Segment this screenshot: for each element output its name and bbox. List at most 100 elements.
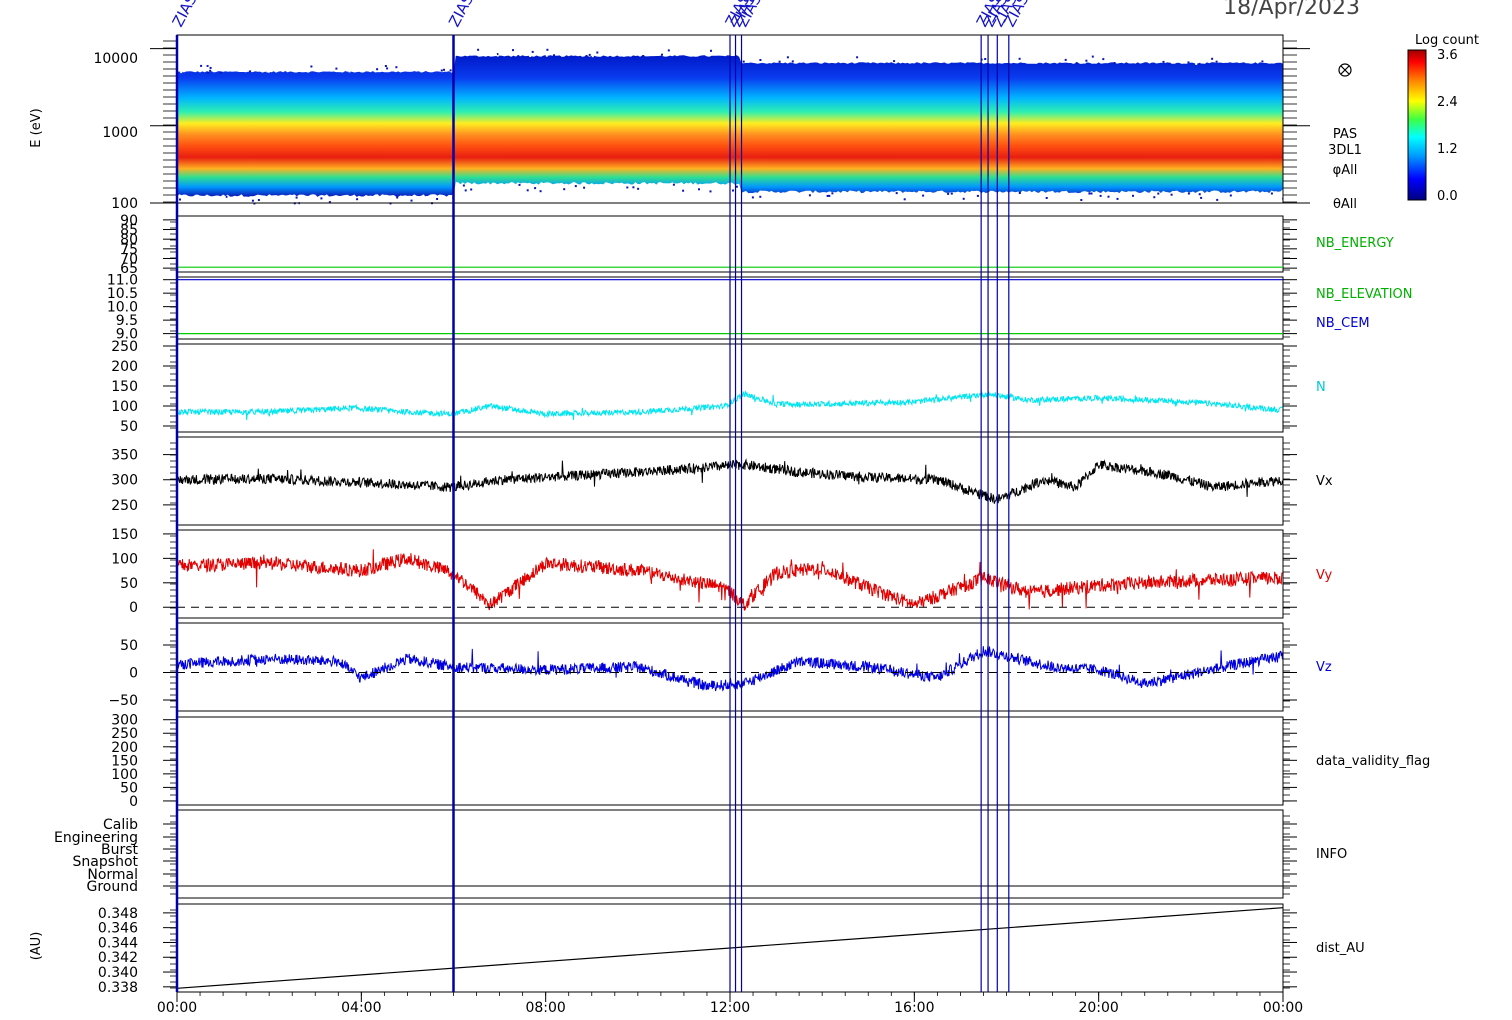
spectrogram-speck xyxy=(477,48,480,51)
spectrogram-speck xyxy=(193,198,195,201)
spectrogram-speck xyxy=(1157,192,1160,195)
spectrogram-speck xyxy=(899,196,902,199)
spectrogram-speck xyxy=(903,198,906,201)
y-tick-label: 150 xyxy=(111,379,138,395)
spectrogram-speck xyxy=(512,49,514,52)
spectrogram-panel: E (eV) 10000 1000 100 PAS 3DL1 φAll θAll xyxy=(29,34,1362,212)
spectrogram-speck xyxy=(868,193,871,196)
nb-energy-panel: NB_ENERGY xyxy=(176,215,1394,273)
spectrogram-speck xyxy=(195,196,198,199)
y-tick-label: 50 xyxy=(120,780,138,796)
spectrogram-speck xyxy=(1168,62,1171,65)
spectrogram-speck xyxy=(1198,62,1201,65)
spectrogram-speck xyxy=(394,200,397,203)
y-tick-label: 250 xyxy=(111,339,138,355)
spectrogram-speck xyxy=(1113,62,1116,64)
spectrogram-speck xyxy=(1153,196,1156,199)
spectrogram-speck xyxy=(1215,60,1218,63)
spectrogram-speck xyxy=(732,53,735,56)
spectrogram-speck xyxy=(1187,192,1190,195)
spectrogram-speck xyxy=(338,200,341,203)
spectrogram-speck xyxy=(1250,55,1253,58)
y-tick-label: 0 xyxy=(129,666,138,682)
spectrogram-speck xyxy=(563,188,566,191)
spectrogram-speck xyxy=(239,196,242,199)
spectrogram-speck xyxy=(335,67,338,70)
spectrogram-speck xyxy=(1198,193,1201,196)
series-label-validity: data_validity_flag xyxy=(1316,754,1430,769)
spectrogram-speck xyxy=(200,64,203,67)
spectrogram-ylabel: E (eV) xyxy=(29,108,44,147)
y-tick-label: 150 xyxy=(111,753,138,769)
spectrogram-speck xyxy=(919,197,922,200)
spectrogram-speck xyxy=(808,194,811,197)
spectrogram-speck xyxy=(443,68,445,71)
spectrogram-speck xyxy=(192,65,195,68)
spectrogram-speck xyxy=(591,55,594,58)
spectrogram-speck xyxy=(917,196,920,199)
spectrogram-speck xyxy=(1042,192,1045,195)
spectrogram-speck xyxy=(1102,58,1105,61)
spectrogram-speck xyxy=(1045,197,1048,199)
y-tick-label: 300 xyxy=(111,713,138,729)
spectrogram-speck xyxy=(915,192,918,195)
spectrogram-speck xyxy=(356,198,359,201)
spectrogram-speck xyxy=(623,52,626,55)
spectrogram-speck xyxy=(1227,58,1230,61)
y-tick-label: 200 xyxy=(111,359,138,375)
y-tick-label: 250 xyxy=(111,726,138,742)
spectrogram-speck xyxy=(778,60,781,63)
spectrogram-speck xyxy=(989,195,992,198)
spectrogram-speck xyxy=(207,66,210,69)
y-tick-label: 70 xyxy=(120,251,138,267)
spectrogram-speck xyxy=(1018,192,1021,194)
spectrogram-speck xyxy=(1064,58,1067,61)
spectrogram-speck xyxy=(262,65,265,68)
spectrogram-speck xyxy=(496,54,499,57)
spectrogram-speck xyxy=(310,65,313,68)
spectrogram-speck xyxy=(387,200,390,202)
spectrogram-speck xyxy=(190,67,192,70)
spectrogram-speck xyxy=(586,190,589,193)
y-tick-label: 0 xyxy=(129,600,138,616)
spectrogram-speck xyxy=(376,68,379,71)
series-label-vx: Vx xyxy=(1316,474,1333,489)
spectrogram-speck xyxy=(1030,59,1033,61)
spectrogram-speck xyxy=(742,60,745,63)
info-panel: INFO xyxy=(176,809,1347,899)
spectrogram-speck xyxy=(922,194,925,197)
spectrogram-speck xyxy=(1132,194,1134,197)
spectrogram-speck xyxy=(698,188,700,191)
spectrogram-speck xyxy=(425,68,428,71)
spectrogram-speck xyxy=(425,196,428,198)
spectrogram-speck xyxy=(312,198,315,201)
y-tick-label: 0.348 xyxy=(98,906,138,922)
spectrogram-speck xyxy=(1270,192,1273,195)
spectrogram-speck xyxy=(1170,193,1173,196)
spectrogram-speck xyxy=(751,196,754,199)
colorbar-tick-label: 0.0 xyxy=(1437,189,1458,204)
y-tick-label: 350 xyxy=(111,448,138,464)
spectrogram-speck xyxy=(583,186,586,189)
spectrogram-speck xyxy=(659,185,662,188)
spectrogram-speck xyxy=(778,196,780,199)
spectrogram-speck xyxy=(216,196,219,199)
spectrogram-speck xyxy=(976,194,979,197)
spectrogram-speck xyxy=(1012,193,1014,196)
spectrogram-speck xyxy=(266,70,269,73)
spectrogram-speck xyxy=(1037,57,1040,60)
spectrogram-speck xyxy=(854,195,857,198)
spectrogram-speck xyxy=(759,59,762,61)
spectrogram-speck xyxy=(826,194,829,197)
x-tick-label: 04:00 xyxy=(341,1000,381,1016)
spectrogram-speck xyxy=(642,55,645,57)
y-tick-label: Burst xyxy=(101,842,139,858)
spectrogram-speck xyxy=(709,190,712,193)
spectrogram-speck xyxy=(1183,57,1186,60)
spectrogram-speck xyxy=(710,49,712,52)
spectrogram-speck xyxy=(952,56,955,59)
spectrogram-speck xyxy=(499,189,502,192)
spectrogram-speck xyxy=(988,196,990,199)
y-tick-label: 150 xyxy=(111,527,138,543)
spectrogram-speck xyxy=(945,194,948,197)
